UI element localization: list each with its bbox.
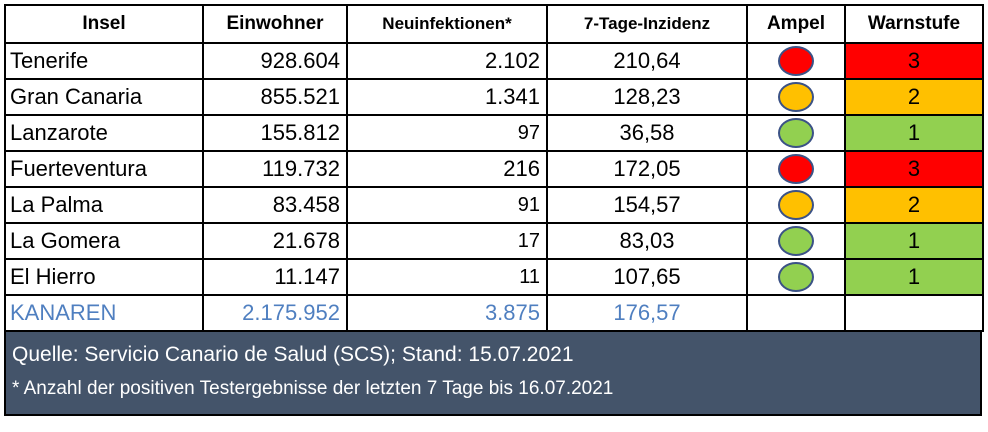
cell-ampel (746, 258, 846, 296)
table-row: El Hierro 11.147 11 107,65 1 (4, 258, 984, 296)
table-row: La Gomera 21.678 17 83,03 1 (4, 222, 984, 260)
total-ampel (746, 294, 846, 332)
total-warnstufe (844, 294, 984, 332)
cell-neuinfektionen: 17 (346, 222, 548, 260)
total-neuinfektionen: 3.875 (346, 294, 548, 332)
cell-inzidenz: 83,03 (546, 222, 748, 260)
table-row: La Palma 83.458 91 154,57 2 (4, 186, 984, 224)
header-einwohner: Einwohner (202, 4, 348, 44)
header-insel: Insel (4, 4, 204, 44)
traffic-light-green-icon (778, 118, 814, 148)
cell-insel: La Gomera (4, 222, 204, 260)
header-warnstufe: Warnstufe (844, 4, 984, 44)
cell-warnstufe: 1 (844, 258, 984, 296)
footer-quelle: Quelle: Servicio Canario de Salud (SCS);… (12, 343, 574, 366)
cell-insel: Tenerife (4, 42, 204, 80)
cell-insel: La Palma (4, 186, 204, 224)
cell-inzidenz: 172,05 (546, 150, 748, 188)
cell-inzidenz: 107,65 (546, 258, 748, 296)
cell-einwohner: 928.604 (202, 42, 348, 80)
cell-ampel (746, 186, 846, 224)
cell-warnstufe: 1 (844, 222, 984, 260)
total-einwohner: 2.175.952 (202, 294, 348, 332)
cell-neuinfektionen: 91 (346, 186, 548, 224)
cell-insel: Fuerteventura (4, 150, 204, 188)
header-neuinfektionen: Neuinfektionen* (346, 4, 548, 44)
header-ampel: Ampel (746, 4, 846, 44)
cell-einwohner: 21.678 (202, 222, 348, 260)
traffic-light-green-icon (778, 226, 814, 256)
cell-ampel (746, 150, 846, 188)
cell-einwohner: 11.147 (202, 258, 348, 296)
table-row: Lanzarote 155.812 97 36,58 1 (4, 114, 984, 152)
cell-einwohner: 855.521 (202, 78, 348, 116)
cell-ampel (746, 222, 846, 260)
cell-neuinfektionen: 1.341 (346, 78, 548, 116)
cell-ampel (746, 78, 846, 116)
cell-insel: El Hierro (4, 258, 204, 296)
cell-warnstufe: 3 (844, 150, 984, 188)
table-row: Fuerteventura 119.732 216 172,05 3 (4, 150, 984, 188)
header-row: Insel Einwohner Neuinfektionen* 7-Tage-I… (4, 4, 984, 44)
cell-neuinfektionen: 97 (346, 114, 548, 152)
cell-insel: Gran Canaria (4, 78, 204, 116)
cell-warnstufe: 1 (844, 114, 984, 152)
table-row: Tenerife 928.604 2.102 210,64 3 (4, 42, 984, 80)
traffic-light-green-icon (778, 262, 814, 292)
cell-insel: Lanzarote (4, 114, 204, 152)
cell-inzidenz: 154,57 (546, 186, 748, 224)
traffic-light-red-icon (778, 154, 814, 184)
cell-warnstufe: 2 (844, 78, 984, 116)
cell-inzidenz: 128,23 (546, 78, 748, 116)
cell-inzidenz: 36,58 (546, 114, 748, 152)
cell-neuinfektionen: 216 (346, 150, 548, 188)
covid-table-container: Insel Einwohner Neuinfektionen* 7-Tage-I… (4, 4, 984, 416)
total-insel: KANAREN (4, 294, 204, 332)
cell-warnstufe: 2 (844, 186, 984, 224)
cell-inzidenz: 210,64 (546, 42, 748, 80)
cell-warnstufe: 3 (844, 42, 984, 80)
header-inzidenz: 7-Tage-Inzidenz (546, 4, 748, 44)
footer: Quelle: Servicio Canario de Salud (SCS);… (4, 332, 982, 416)
total-inzidenz: 176,57 (546, 294, 748, 332)
cell-neuinfektionen: 2.102 (346, 42, 548, 80)
traffic-light-orange-icon (778, 190, 814, 220)
covid-table: Insel Einwohner Neuinfektionen* 7-Tage-I… (4, 4, 984, 332)
cell-einwohner: 119.732 (202, 150, 348, 188)
footer-hinweis: * Anzahl der positiven Testergebnisse de… (12, 378, 614, 399)
traffic-light-red-icon (778, 46, 814, 76)
table-row: Gran Canaria 855.521 1.341 128,23 2 (4, 78, 984, 116)
total-row: KANAREN 2.175.952 3.875 176,57 (4, 294, 984, 332)
traffic-light-orange-icon (778, 82, 814, 112)
cell-ampel (746, 42, 846, 80)
cell-einwohner: 83.458 (202, 186, 348, 224)
cell-ampel (746, 114, 846, 152)
cell-neuinfektionen: 11 (346, 258, 548, 296)
cell-einwohner: 155.812 (202, 114, 348, 152)
